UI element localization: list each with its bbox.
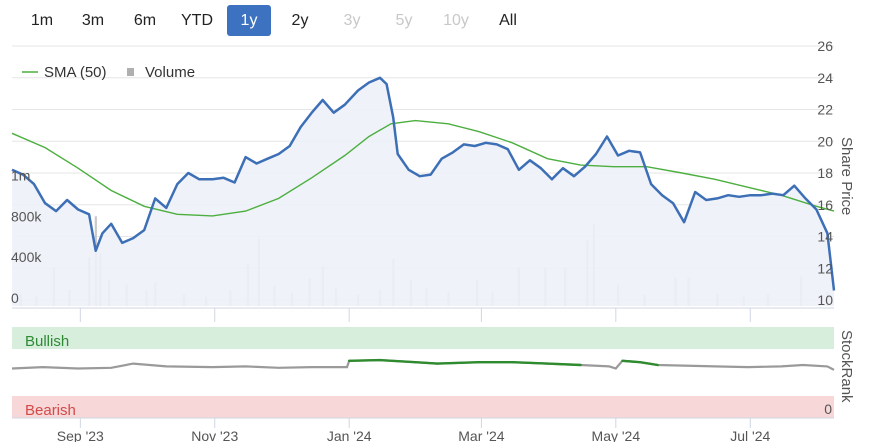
range-1m-button[interactable]: 1m	[30, 12, 54, 29]
date-axis: Sep '23 Nov '23 Jan '24 Mar '24 May '24 Jul '…	[12, 307, 834, 442]
date-tick-label: Nov '23	[191, 428, 238, 442]
sma-50-line	[11, 119, 835, 217]
price-tick-label: 20	[817, 133, 833, 149]
stockrank-bullish-segment	[347, 358, 382, 362]
bearish-label: Bearish	[25, 402, 76, 419]
volume-tick-label: 0	[11, 290, 19, 306]
range-6m-button[interactable]: 6m	[133, 12, 157, 29]
sma-legend-label[interactable]: SMA (50)	[44, 64, 107, 81]
stockrank-bullish-segment	[414, 361, 439, 365]
stockrank-axis-title: StockRank	[838, 330, 855, 403]
date-tick-label: Jul '24	[730, 428, 770, 442]
volume-tick-label: 1m	[11, 168, 30, 184]
stockrank-bullish-segment	[378, 358, 417, 364]
range-3y-button: 3y	[343, 12, 361, 29]
share-price-line	[11, 76, 836, 291]
bullish-band	[12, 327, 834, 349]
range-all-button[interactable]: All	[499, 12, 517, 29]
stockrank-bullish-segment	[546, 362, 582, 367]
stockrank-bullish-segment	[436, 361, 481, 365]
legend: SMA (50) Volume	[22, 64, 195, 81]
stockrank-bullish-segment	[511, 361, 549, 365]
price-tick-label: 18	[817, 165, 833, 181]
range-10y-button: 10y	[443, 12, 469, 29]
stockrank-bullish-segment	[638, 361, 659, 367]
range-1y-button[interactable]: 1y	[227, 5, 271, 36]
price-tick-label: 26	[817, 38, 833, 54]
date-tick-label: Sep '23	[57, 428, 104, 442]
bearish-band	[12, 396, 834, 418]
range-selector: 1m 3m 6m YTD 1y 2y 3y 5y 10y All	[0, 5, 560, 37]
date-tick-label: Mar '24	[458, 428, 504, 442]
price-tick-label: 12	[817, 260, 833, 276]
price-tick-label: 14	[817, 229, 833, 245]
volume-axis: 0 400k 800k 1m	[11, 168, 42, 306]
range-5y-button: 5y	[395, 12, 413, 29]
stockrank-panel: Bullish Bearish 0	[12, 327, 834, 419]
date-tick-label: May '24	[592, 428, 641, 442]
bullish-label: Bullish	[25, 333, 69, 350]
volume-legend-swatch	[127, 68, 134, 76]
stockrank-zero-tick: 0	[824, 401, 832, 417]
range-3m-button[interactable]: 3m	[81, 12, 105, 29]
price-axis: 10 12 14 16 18 20 22 24 26	[817, 38, 833, 308]
price-tick-label: 22	[817, 102, 833, 118]
stockrank-bullish-segments	[347, 358, 659, 367]
price-tick-label: 16	[817, 197, 833, 213]
range-2y-button[interactable]: 2y	[291, 12, 309, 29]
range-ytd-button[interactable]: YTD	[181, 12, 213, 29]
price-tick-label: 24	[817, 70, 833, 86]
share-price-area	[12, 77, 834, 306]
volume-legend-label[interactable]: Volume	[145, 64, 195, 81]
volume-tick-label: 800k	[11, 208, 42, 224]
stockrank-bullish-segment	[621, 359, 642, 364]
volume-tick-label: 400k	[11, 249, 42, 265]
price-tick-label: 10	[817, 292, 833, 308]
share-price-axis-title: Share Price	[838, 137, 855, 216]
date-tick-label: Jan '24	[327, 428, 372, 442]
